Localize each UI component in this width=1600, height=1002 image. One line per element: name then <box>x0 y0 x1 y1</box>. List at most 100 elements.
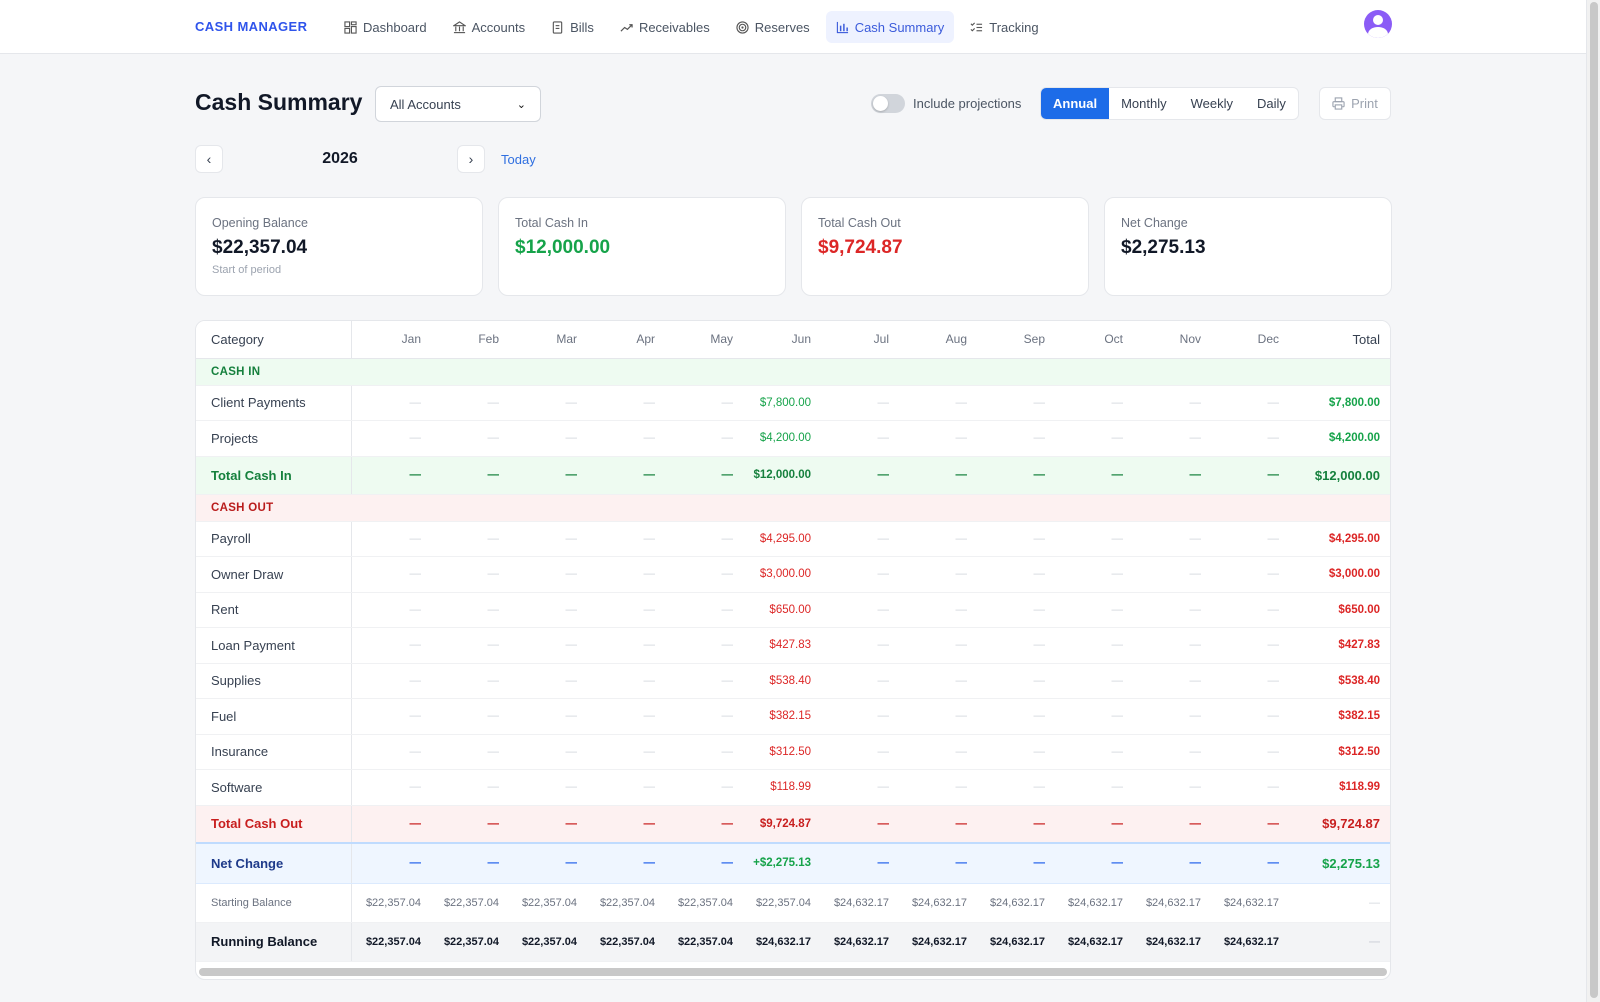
dash: — <box>877 469 890 481</box>
empty-cell: — <box>507 627 585 664</box>
dash: — <box>721 532 734 545</box>
dash: — <box>487 674 500 687</box>
empty-cell: — <box>429 420 507 457</box>
empty-cell: — <box>1053 420 1131 457</box>
empty-cell: — <box>819 698 897 735</box>
dash: — <box>409 639 422 652</box>
account-select[interactable]: All Accounts ⌄ <box>375 86 541 122</box>
user-avatar[interactable] <box>1364 10 1392 38</box>
month-value: $24,632.17 <box>1053 922 1131 962</box>
brand-logo[interactable]: CASH MANAGER <box>195 19 308 34</box>
dash: — <box>1033 817 1046 830</box>
row-total: $312.50 <box>1287 734 1390 770</box>
table-row: Supplies — — — — — $538.40 — — — — — — $538.40 <box>196 663 1390 699</box>
table-row: Client Payments — — — — — $7,800.00 — — — — — — $7,80… <box>196 385 1390 421</box>
dash: — <box>1189 568 1202 581</box>
empty-cell: — <box>429 521 507 557</box>
page-scrollbar[interactable] <box>1586 0 1600 1002</box>
scrollbar-thumb[interactable] <box>1590 2 1598 998</box>
empty-cell: — <box>897 385 975 421</box>
empty-cell: — <box>1209 734 1287 770</box>
dash: — <box>955 781 968 794</box>
dash: — <box>1033 532 1046 545</box>
empty-cell: — <box>585 698 663 735</box>
empty-cell: — <box>429 627 507 664</box>
dash: — <box>487 781 500 794</box>
empty-cell: — <box>819 734 897 770</box>
horizontal-scrollbar[interactable] <box>199 968 1387 976</box>
period-annual-button[interactable]: Annual <box>1041 88 1110 119</box>
prev-year-button[interactable]: ‹ <box>195 145 223 173</box>
nav-label: Receivables <box>638 19 710 35</box>
dash: — <box>1033 710 1046 723</box>
dash: — <box>565 532 578 545</box>
empty-cell: — <box>507 698 585 735</box>
empty-cell: — <box>819 842 897 884</box>
next-year-button[interactable]: › <box>457 145 485 173</box>
nav-tracking[interactable]: Tracking <box>960 11 1048 43</box>
dash: — <box>409 469 422 481</box>
empty-cell: — <box>351 521 429 557</box>
period-daily-button[interactable]: Daily <box>1256 96 1286 111</box>
section-cash-in: CASH IN <box>196 358 1390 386</box>
card-value: $2,275.13 <box>1121 237 1206 258</box>
main-nav: Dashboard Accounts Bills Receivables Res… <box>334 11 1049 43</box>
dash: — <box>877 745 890 758</box>
dash: — <box>409 857 422 870</box>
empty-cell: — <box>429 734 507 770</box>
month-value: $650.00 <box>741 592 819 628</box>
dash: — <box>1189 857 1202 870</box>
print-button[interactable]: Print <box>1319 87 1391 120</box>
empty-cell: — <box>897 456 975 495</box>
table-row: Software — — — — — $118.99 — — — — — — $118.99 <box>196 769 1390 806</box>
dash: — <box>409 396 422 409</box>
empty-cell: — <box>975 734 1053 770</box>
empty-cell: — <box>1209 698 1287 735</box>
avatar-head <box>1373 15 1383 25</box>
month-value: $4,295.00 <box>741 521 819 557</box>
today-link[interactable]: Today <box>501 152 536 167</box>
empty-cell: — <box>1053 663 1131 699</box>
empty-cell: — <box>429 842 507 884</box>
column-header-month: Sep <box>975 321 1053 359</box>
dash: — <box>721 469 734 481</box>
dash: — <box>565 674 578 687</box>
empty-cell: — <box>819 805 897 844</box>
total-cash-out-card: Total Cash Out $9,724.87 <box>801 197 1089 296</box>
net-change-row: Net Change — — — — — +$2,275.13 — — — — — — $2,275.13 <box>196 842 1390 884</box>
dash: — <box>1189 781 1202 794</box>
dash: — <box>565 396 578 409</box>
empty-cell: — <box>585 420 663 457</box>
nav-reserves[interactable]: Reserves <box>726 11 820 43</box>
nav-receivables[interactable]: Receivables <box>610 11 720 43</box>
empty-cell: — <box>1053 769 1131 806</box>
projections-toggle[interactable] <box>871 94 905 113</box>
dash: — <box>643 745 656 758</box>
dash: — <box>1111 532 1124 545</box>
dash: — <box>565 568 578 581</box>
dash: — <box>409 603 422 616</box>
nav-bills[interactable]: Bills <box>541 11 604 43</box>
column-header-month: Mar <box>507 321 585 359</box>
nav-accounts[interactable]: Accounts <box>443 11 535 43</box>
period-monthly-button[interactable]: Monthly <box>1121 96 1167 111</box>
dash: — <box>1189 639 1202 652</box>
nav-label: Accounts <box>471 19 526 35</box>
nav-dashboard[interactable]: Dashboard <box>334 11 437 43</box>
empty-cell: — <box>1131 842 1209 884</box>
empty-cell: — <box>1209 663 1287 699</box>
chevron-left-icon: ‹ <box>206 151 212 167</box>
empty-cell: — <box>897 805 975 844</box>
empty-cell: — <box>1209 456 1287 495</box>
nav-label: Bills <box>570 19 594 35</box>
dash: — <box>877 396 890 409</box>
dash: — <box>955 396 968 409</box>
month-value: $22,357.04 <box>741 883 819 923</box>
nav-cash-summary[interactable]: Cash Summary <box>825 11 955 43</box>
dash: — <box>1033 781 1046 794</box>
dash: — <box>643 396 656 409</box>
dash: — <box>1189 469 1202 481</box>
dash: — <box>1267 603 1280 616</box>
period-weekly-button[interactable]: Weekly <box>1190 96 1233 111</box>
dash: — <box>1267 568 1280 581</box>
